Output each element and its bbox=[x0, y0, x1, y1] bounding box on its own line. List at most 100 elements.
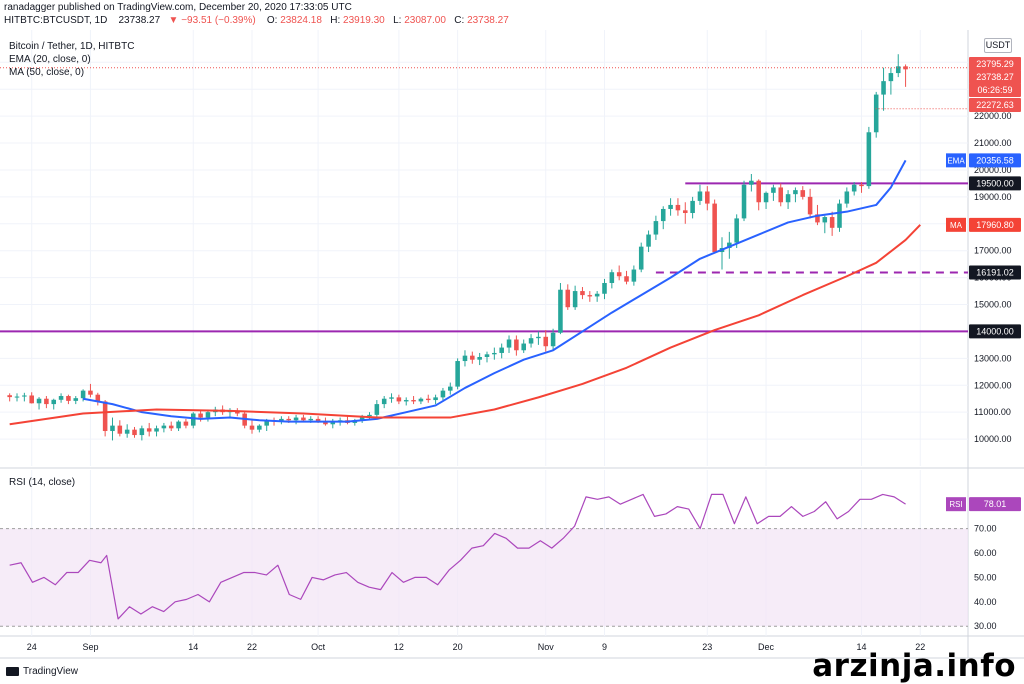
level-tag-label: 19500.00 bbox=[976, 178, 1014, 188]
publisher-line: ranadagger published on TradingView.com,… bbox=[4, 2, 352, 13]
candle-body bbox=[462, 355, 468, 362]
candle-body bbox=[110, 425, 115, 432]
candle-body bbox=[712, 203, 717, 253]
level-tag bbox=[969, 176, 1021, 191]
candle-body bbox=[859, 184, 864, 187]
candle-body bbox=[756, 180, 761, 203]
candle-body bbox=[176, 421, 181, 429]
time-tick-label: 22 bbox=[247, 642, 257, 652]
ma-line bbox=[9, 224, 921, 426]
candle-body bbox=[690, 200, 695, 214]
candle-body bbox=[565, 289, 571, 308]
candle-body bbox=[389, 397, 394, 399]
candle-body bbox=[44, 398, 49, 405]
rsi-line bbox=[9, 493, 906, 620]
price-tag-label: 23738.27 bbox=[976, 72, 1014, 82]
candle-body bbox=[528, 338, 534, 344]
legend-rsi[interactable]: RSI (14, close) bbox=[9, 477, 76, 488]
candle-body bbox=[580, 291, 585, 296]
candle-body bbox=[51, 399, 57, 405]
candle-body bbox=[793, 190, 798, 195]
price-tag-label: 17960.80 bbox=[976, 220, 1014, 230]
candle-body bbox=[286, 418, 292, 421]
candle-body bbox=[815, 214, 820, 223]
price-pane-bg bbox=[0, 30, 968, 466]
candle-body bbox=[117, 425, 123, 434]
time-tick-label: Dec bbox=[758, 642, 775, 652]
candle-body bbox=[418, 398, 424, 402]
candle-body bbox=[433, 397, 438, 401]
time-tick-label: 14 bbox=[857, 642, 867, 652]
candle-body bbox=[800, 190, 806, 197]
candle-body bbox=[572, 291, 578, 308]
time-tick-label: Sep bbox=[82, 642, 98, 652]
candle-body bbox=[168, 425, 174, 429]
tradingview-logo[interactable]: TradingView bbox=[6, 666, 78, 677]
candle-body bbox=[550, 332, 556, 347]
candle-body bbox=[763, 192, 769, 203]
candle-body bbox=[367, 414, 372, 417]
indicator-tag-label: MA bbox=[950, 221, 963, 230]
publisher-text: ranadagger published on TradingView.com,… bbox=[4, 2, 352, 13]
candle-body bbox=[558, 289, 563, 333]
candle-body bbox=[315, 418, 321, 422]
high-value: 23919.30 bbox=[343, 15, 385, 26]
candle-body bbox=[682, 210, 688, 214]
candle-body bbox=[749, 180, 754, 185]
candle-body bbox=[741, 184, 747, 219]
candle-body bbox=[36, 398, 42, 404]
time-tick-label: Oct bbox=[311, 642, 326, 652]
candle-body bbox=[616, 272, 622, 277]
candle-body bbox=[771, 187, 776, 193]
candle-body bbox=[660, 208, 666, 222]
legend-ma[interactable]: MA (50, close, 0) bbox=[9, 67, 85, 78]
candle-body bbox=[374, 404, 380, 415]
symbol-label: HITBTC:BTCUSDT, 1D bbox=[4, 15, 108, 26]
candle-body bbox=[323, 421, 328, 425]
currency-button[interactable]: USDT bbox=[984, 38, 1012, 53]
candle-body bbox=[132, 429, 137, 436]
candle-body bbox=[895, 66, 901, 74]
legend-ema[interactable]: EMA (20, close, 0) bbox=[9, 54, 91, 65]
candle-body bbox=[293, 417, 299, 421]
price-tag-label: 23795.29 bbox=[976, 59, 1014, 69]
rsi-tag-label: RSI bbox=[949, 500, 962, 509]
rsi-tick-label: 30.00 bbox=[974, 621, 997, 631]
candle-body bbox=[727, 242, 732, 248]
candle-body bbox=[205, 412, 211, 418]
candle-body bbox=[161, 425, 167, 429]
ohlc-header: HITBTC:BTCUSDT, 1D 23738.27 ▼ −93.51 (−0… bbox=[4, 15, 509, 26]
candle-body bbox=[837, 203, 842, 228]
low-label: L: bbox=[393, 15, 402, 26]
candle-body bbox=[822, 217, 828, 223]
price-tag-label: 22272.63 bbox=[976, 100, 1014, 110]
price-tag bbox=[969, 153, 1021, 168]
candle-body bbox=[14, 396, 20, 398]
legend-title[interactable]: Bitcoin / Tether, 1D, HITBTC bbox=[9, 41, 135, 52]
candle-body bbox=[66, 396, 71, 401]
candle-body bbox=[638, 246, 644, 270]
candle-body bbox=[587, 295, 593, 297]
price-tag bbox=[969, 57, 1021, 71]
time-tick-label: 12 bbox=[394, 642, 404, 652]
candle-body bbox=[697, 191, 703, 201]
indicator-tag-name bbox=[946, 217, 966, 232]
candle-body bbox=[359, 416, 365, 421]
candle-body bbox=[881, 81, 886, 95]
time-tick-label: 20 bbox=[453, 642, 463, 652]
candle-body bbox=[631, 269, 637, 282]
level-tag-label: 16191.02 bbox=[976, 267, 1014, 277]
rsi-tick-label: 40.00 bbox=[974, 597, 997, 607]
candle-body bbox=[198, 413, 203, 418]
candle-body bbox=[403, 400, 409, 402]
candle-body bbox=[88, 390, 93, 395]
candle-body bbox=[844, 191, 850, 204]
candle-body bbox=[646, 234, 651, 247]
price-tick-label: 19000.00 bbox=[974, 192, 1012, 202]
candle-body bbox=[873, 94, 879, 133]
price-tag bbox=[969, 98, 1021, 112]
candle-body bbox=[58, 396, 64, 400]
candle-body bbox=[866, 132, 872, 187]
level-tag bbox=[969, 265, 1021, 280]
